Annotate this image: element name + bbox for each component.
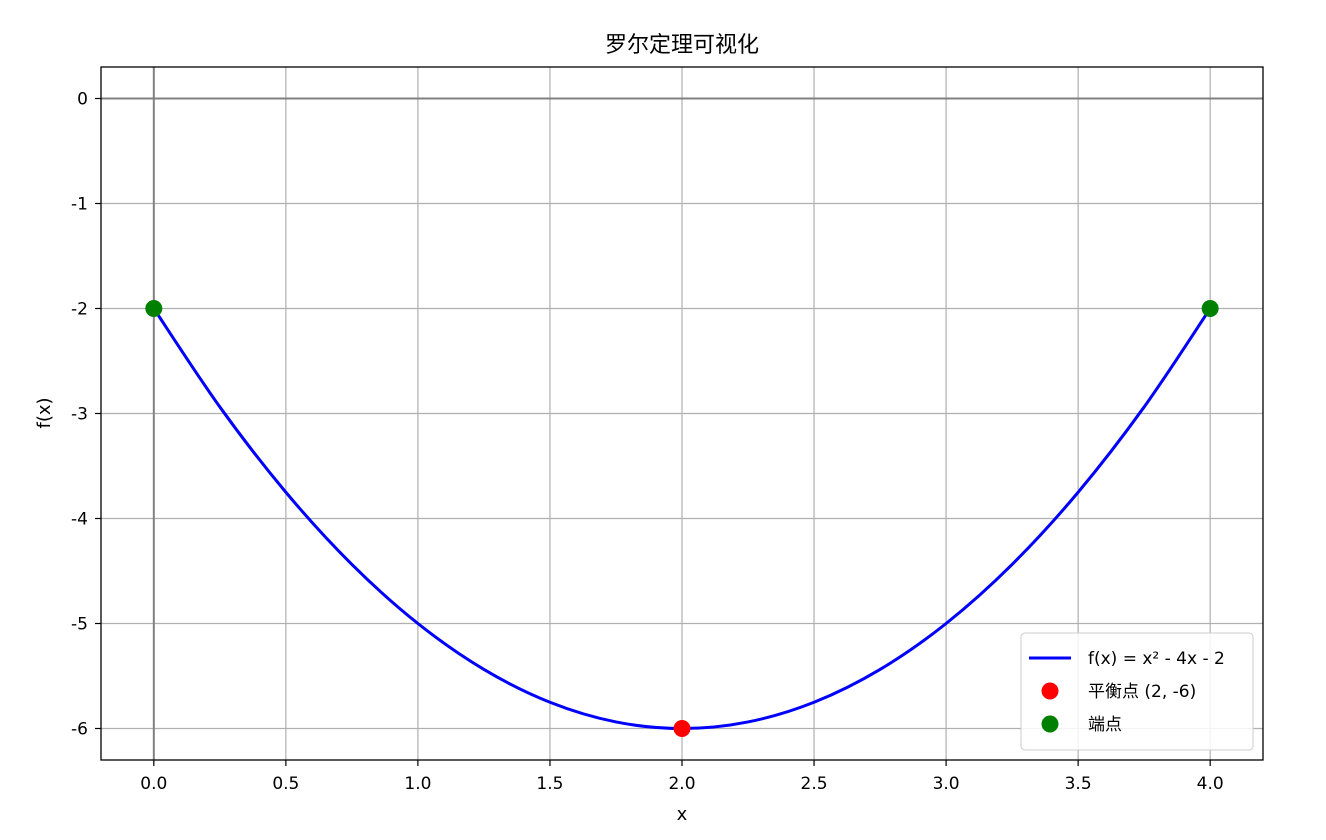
- legend-label: 端点: [1088, 715, 1122, 735]
- legend: f(x) = x² - 4x - 2 平衡点 (2, -6) 端点: [1020, 632, 1254, 751]
- equilibrium-point-marker: [673, 720, 691, 737]
- x-tick-label: 2.0: [668, 774, 695, 794]
- x-tick-label: 3.5: [1065, 774, 1092, 794]
- ticks: 0.0 0.5 1.0 1.5 2.0 2.5 3.0 3.5 4.0 0 -1 -2 -3 -4 -5 -6: [71, 90, 1224, 795]
- series-layer: [145, 300, 1219, 737]
- chart-title: 罗尔定理可视化: [605, 33, 759, 58]
- y-tick-label: -5: [71, 615, 88, 635]
- x-tick-label: 1.0: [404, 774, 431, 794]
- y-tick-label: -1: [71, 195, 88, 215]
- y-axis-label: f(x): [34, 397, 55, 428]
- y-tick-label: 0: [77, 90, 88, 110]
- x-tick-label: 4.0: [1197, 774, 1224, 794]
- reference-lines: [101, 67, 1263, 760]
- x-tick-label: 0.0: [140, 774, 167, 794]
- x-tick-label: 2.5: [801, 774, 828, 794]
- legend-marker-swatch: [1041, 715, 1059, 733]
- x-axis-label: x: [677, 804, 688, 825]
- endpoint-marker: [145, 300, 163, 317]
- legend-label: 平衡点 (2, -6): [1088, 682, 1196, 702]
- legend-label: f(x) = x² - 4x - 2: [1088, 649, 1225, 669]
- x-tick-label: 3.0: [933, 774, 960, 794]
- y-tick-label: -3: [71, 405, 88, 425]
- y-tick-label: -4: [71, 510, 88, 530]
- x-tick-label: 1.5: [536, 774, 563, 794]
- legend-marker-swatch: [1041, 682, 1059, 700]
- endpoint-marker: [1201, 300, 1219, 317]
- y-tick-label: -6: [71, 720, 88, 740]
- legend-box: [1020, 632, 1254, 751]
- y-tick-label: -2: [71, 300, 88, 320]
- x-tick-label: 0.5: [272, 774, 299, 794]
